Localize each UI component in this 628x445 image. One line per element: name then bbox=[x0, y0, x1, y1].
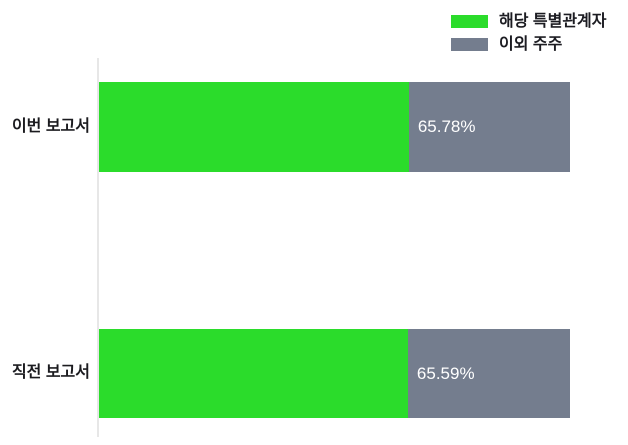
legend-swatch-green bbox=[451, 15, 488, 28]
bar-row-current-report: 65.78% bbox=[99, 82, 570, 172]
legend-swatch-gray bbox=[451, 38, 488, 51]
bar-segment-other-shareholders: 65.59% bbox=[407, 329, 570, 418]
bar-segment-special-related bbox=[99, 82, 409, 172]
legend-item-special-related: 해당 특별관계자 bbox=[451, 13, 607, 30]
category-label-previous-report: 직전 보고서 bbox=[11, 364, 90, 381]
bar-segment-special-related bbox=[99, 329, 408, 418]
category-label-current-report: 이번 보고서 bbox=[11, 118, 90, 135]
bar-row-previous-report: 65.59% bbox=[99, 329, 570, 418]
bar-value-label: 65.59% bbox=[416, 363, 475, 383]
legend-label-other-shareholders: 이외 주주 bbox=[499, 36, 563, 53]
legend-item-other-shareholders: 이외 주주 bbox=[451, 36, 562, 53]
bar-value-label: 65.78% bbox=[417, 117, 476, 136]
y-axis-line bbox=[97, 58, 99, 437]
legend: 해당 특별관계자 이외 주주 bbox=[451, 13, 607, 53]
legend-label-special-related: 해당 특별관계자 bbox=[499, 13, 607, 30]
bar-segment-other-shareholders: 65.78% bbox=[408, 82, 570, 172]
